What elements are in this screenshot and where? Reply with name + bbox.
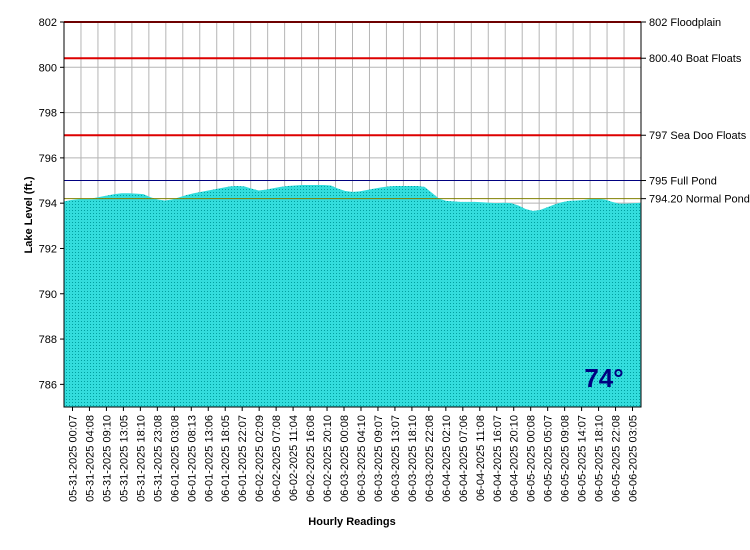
x-tick-label: 06-03-2025 00:08 xyxy=(339,415,351,502)
x-tick-label: 06-04-2025 07:06 xyxy=(458,415,470,502)
x-axis-title: Hourly Readings xyxy=(308,516,395,528)
y-tick-label: 802 xyxy=(39,17,57,29)
y-tick-label: 800 xyxy=(39,62,57,74)
x-tick-label: 06-01-2025 13:06 xyxy=(203,415,215,502)
x-tick-label: 05-31-2025 00:07 xyxy=(67,415,79,502)
x-tick-label: 06-03-2025 18:10 xyxy=(407,415,419,502)
x-tick-label: 06-04-2025 16:07 xyxy=(492,415,504,502)
x-tick-label: 06-02-2025 20:10 xyxy=(322,415,334,502)
reference-label: 797 Sea Doo Floats xyxy=(649,130,747,142)
y-tick-label: 794 xyxy=(39,198,57,210)
x-tick-label: 06-05-2025 09:08 xyxy=(560,415,572,502)
x-tick-label: 06-03-2025 13:07 xyxy=(390,415,402,502)
y-axis-title: Lake Level (ft.) xyxy=(23,176,35,253)
plot-frame xyxy=(63,21,642,408)
y-tick-label: 786 xyxy=(39,379,57,391)
reference-label: 802 Floodplain xyxy=(649,17,721,29)
x-tick-label: 06-02-2025 11:04 xyxy=(288,415,300,501)
x-tick-label: 06-01-2025 22:07 xyxy=(237,415,249,502)
x-tick-label: 06-03-2025 04:10 xyxy=(356,415,368,502)
x-tick-label: 05-31-2025 13:05 xyxy=(118,415,130,502)
x-tick-label: 06-05-2025 00:08 xyxy=(526,415,538,502)
x-tick-label: 06-05-2025 14:07 xyxy=(577,415,589,502)
reference-label: 795 Full Pond xyxy=(649,176,717,188)
y-axis-ticks: 786 788 790 792 794 796 798 800 802 xyxy=(39,17,64,391)
y-tick-label: 798 xyxy=(39,108,57,120)
x-tick-label: 06-02-2025 02:09 xyxy=(254,415,266,502)
x-tick-label: 06-05-2025 18:10 xyxy=(594,415,606,502)
reference-label: 794.20 Normal Pond xyxy=(649,194,750,206)
x-tick-label: 05-31-2025 23:08 xyxy=(152,415,164,502)
water-temperature-badge: 74° xyxy=(584,363,623,393)
y-tick-label: 792 xyxy=(39,243,57,255)
x-tick-label: 06-05-2025 22:08 xyxy=(611,415,623,502)
x-tick-label: 06-01-2025 08:13 xyxy=(186,415,198,502)
x-tick-label: 05-31-2025 18:10 xyxy=(135,415,147,502)
x-tick-label: 06-04-2025 02:10 xyxy=(441,415,453,502)
x-tick-label: 06-01-2025 03:08 xyxy=(169,415,181,502)
y-tick-label: 788 xyxy=(39,334,57,346)
x-axis-ticks: 05-31-2025 00:07 05-31-2025 04:08 05-31-20… xyxy=(67,407,640,502)
x-tick-label: 05-31-2025 04:08 xyxy=(84,415,96,502)
y-tick-label: 796 xyxy=(39,153,57,165)
x-tick-label: 06-01-2025 18:05 xyxy=(220,415,232,502)
x-tick-label: 06-05-2025 05:07 xyxy=(543,415,555,502)
x-tick-label: 06-04-2025 20:10 xyxy=(509,415,521,502)
x-tick-label: 06-02-2025 16:08 xyxy=(305,415,317,502)
x-tick-label: 06-03-2025 22:08 xyxy=(424,415,436,502)
x-tick-label: 06-02-2025 07:08 xyxy=(271,415,283,502)
x-tick-label: 06-04-2025 11:08 xyxy=(475,415,487,501)
x-tick-label: 06-03-2025 09:07 xyxy=(373,415,385,502)
y-tick-label: 790 xyxy=(39,289,57,301)
x-tick-label: 06-06-2025 03:05 xyxy=(628,415,640,502)
reference-label: 800.40 Boat Floats xyxy=(649,53,742,65)
x-tick-label: 05-31-2025 09:10 xyxy=(101,415,113,502)
lake-level-area xyxy=(64,185,641,407)
